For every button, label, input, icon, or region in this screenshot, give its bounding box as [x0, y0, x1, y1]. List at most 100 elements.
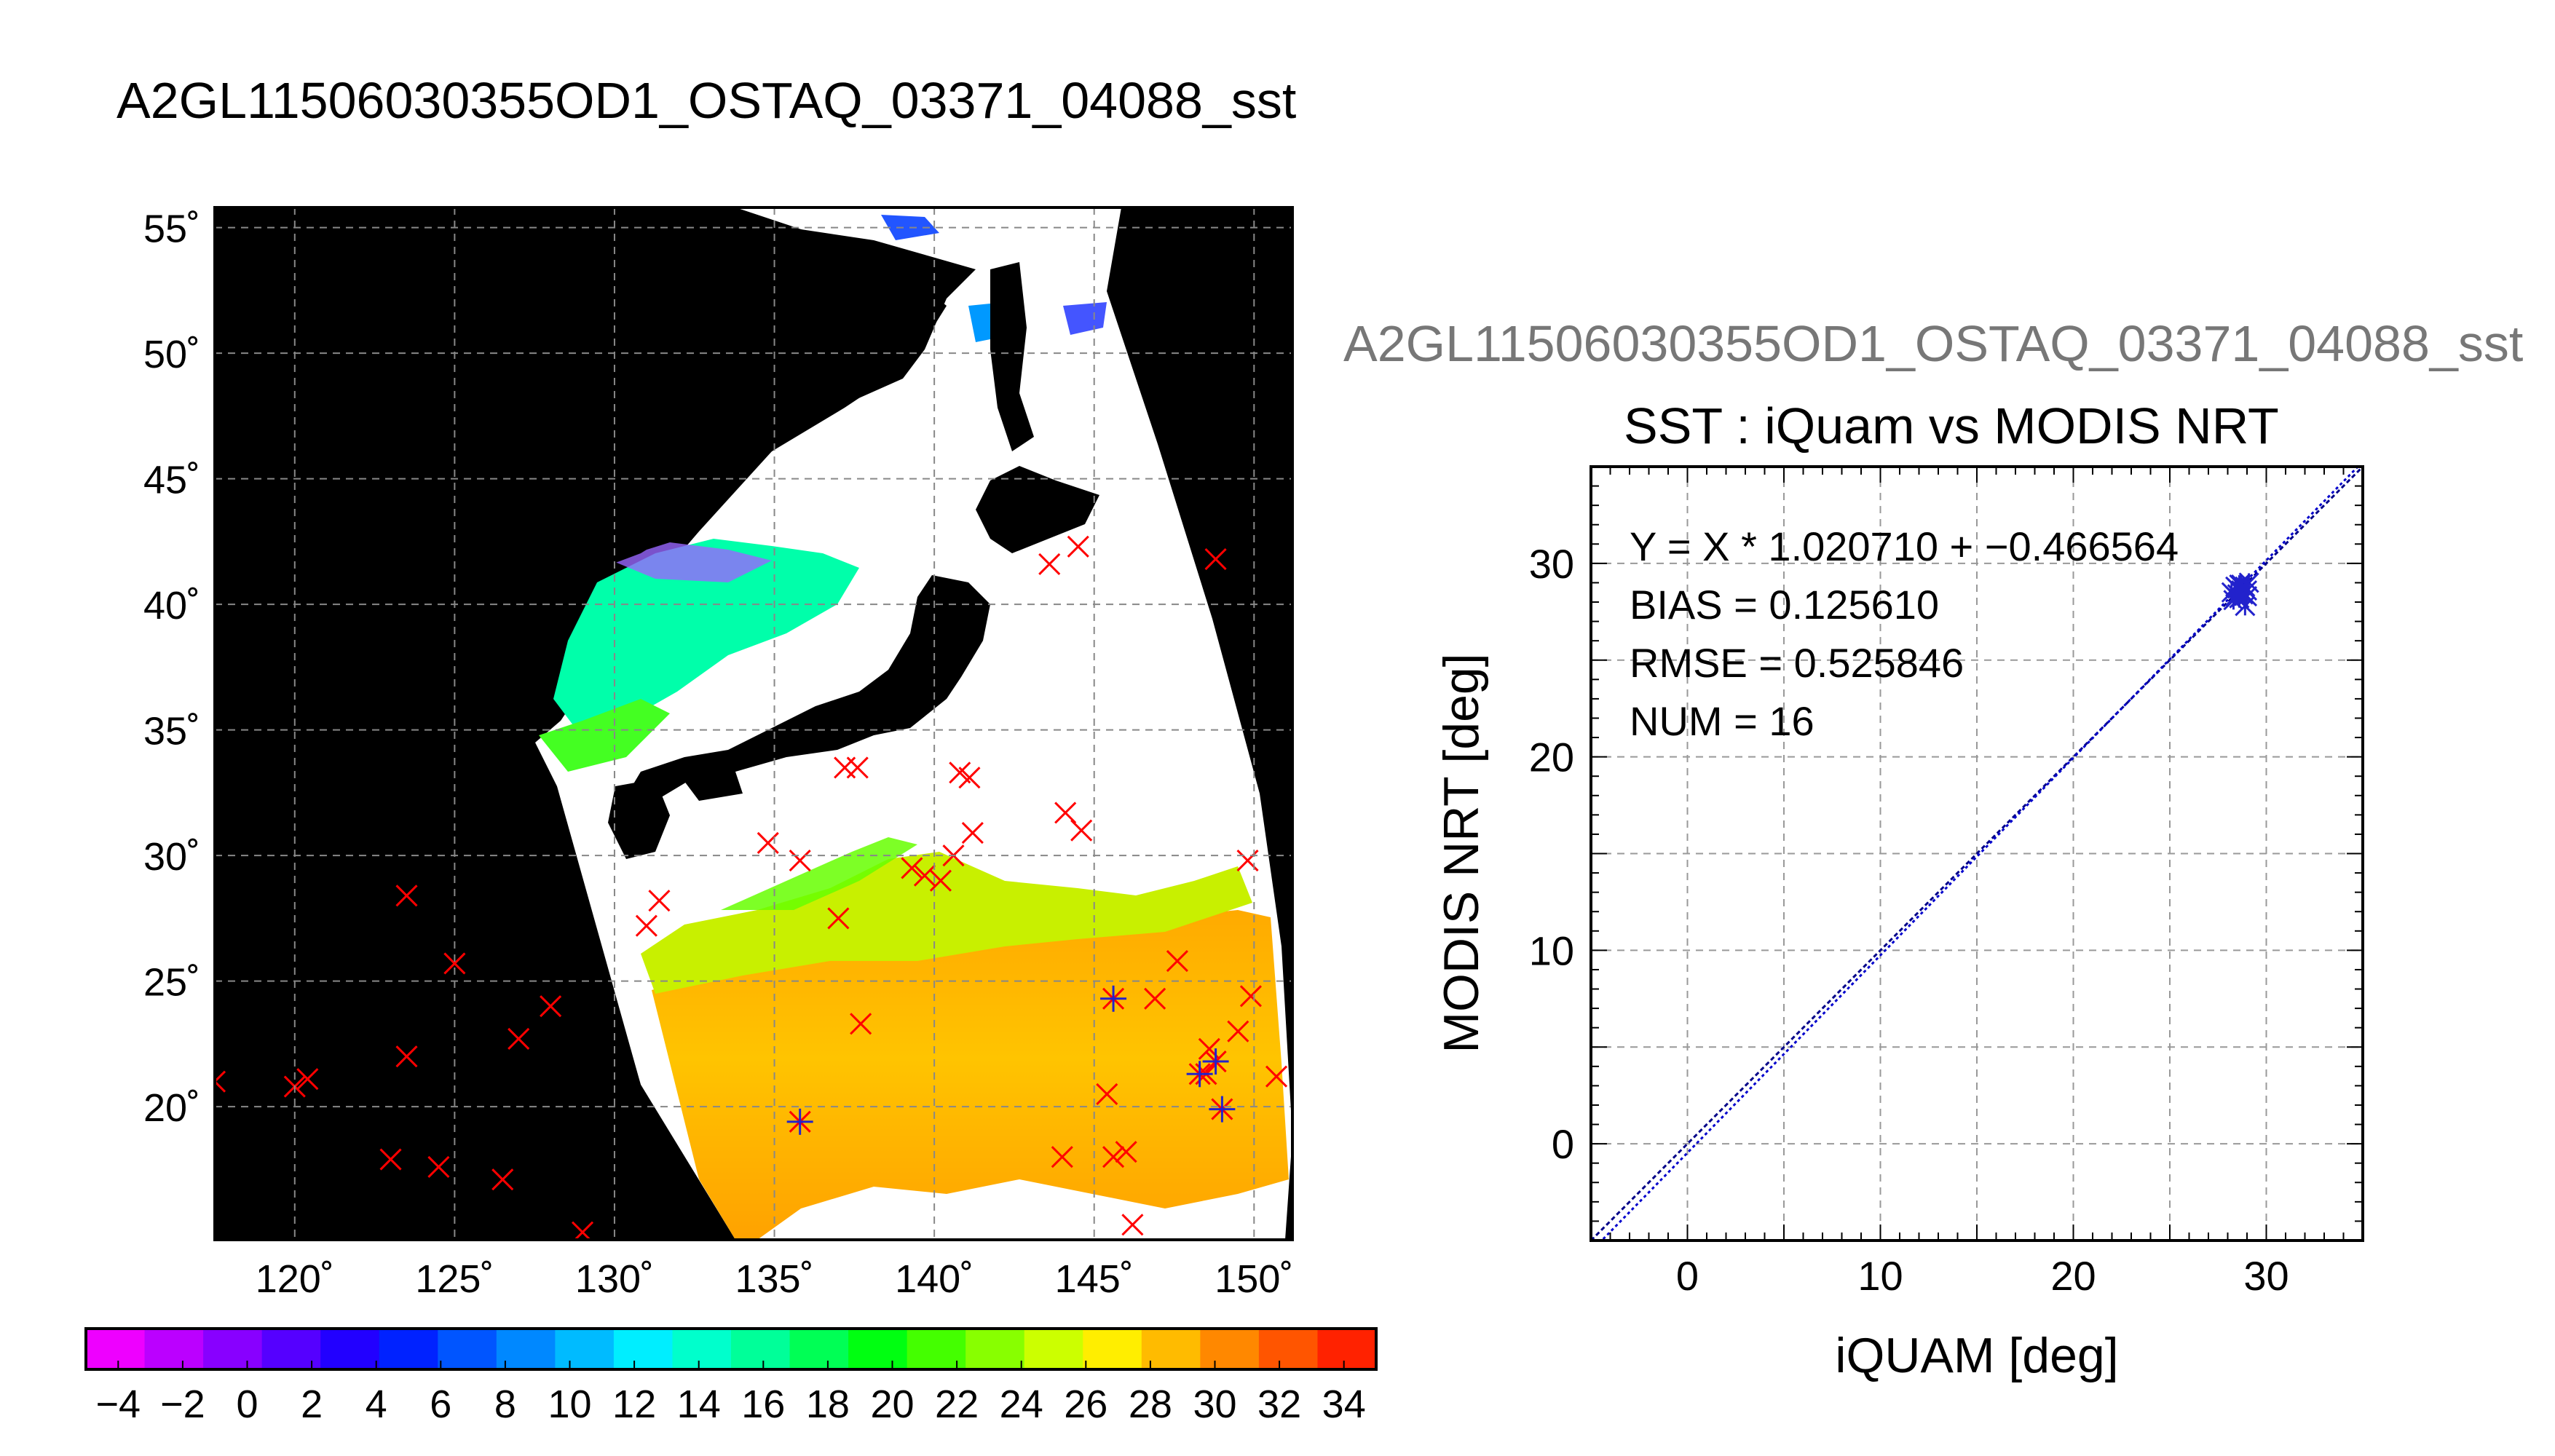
scatter-y-tick-label: 10 [1529, 927, 1574, 973]
sst-map: 120˚ 125˚ 130˚ 135˚ 140˚ 145˚ 150˚ 20˚ 25˚ 30˚ 35… [84, 206, 1378, 1426]
insitu-marker [648, 890, 671, 912]
map-x-tick-label: 145˚ [1055, 1257, 1134, 1301]
sst-seaofjapan-green [539, 699, 670, 772]
colorbar-swatch [144, 1329, 204, 1369]
colorbar-swatch [848, 1329, 908, 1369]
matchup-marker [1202, 1048, 1229, 1075]
colorbar-tick-label: 16 [741, 1382, 785, 1426]
colorbar-tick-label: −4 [96, 1382, 141, 1426]
insitu-marker [296, 1068, 319, 1091]
matchup-marker [1100, 985, 1127, 1012]
colorbar-swatch [731, 1329, 791, 1369]
insitu-marker [850, 1013, 872, 1035]
map-y-tick-label: 25˚ [143, 961, 200, 1005]
outside-swath [215, 743, 735, 1240]
insitu-marker [1265, 1065, 1288, 1088]
map-y-tick-label: 50˚ [143, 333, 200, 376]
scatter-x-tick-label: 10 [1857, 1253, 1903, 1299]
scatter-points [2221, 572, 2259, 617]
colorbar-swatch [320, 1329, 380, 1369]
scatter-x-ticks: 0 10 20 30 [1676, 1253, 2289, 1299]
land-kyushu [608, 779, 670, 859]
insitu-marker [1070, 819, 1093, 842]
scatter-x-tick-label: 0 [1676, 1253, 1699, 1299]
colorbar-tick-label: 0 [236, 1382, 258, 1426]
colorbar-tick-label: 22 [935, 1382, 979, 1426]
insitu-marker [929, 869, 952, 892]
colorbar-swatch [438, 1329, 497, 1369]
colorbar-tick-label: 20 [870, 1382, 914, 1426]
colorbar-swatch [1141, 1329, 1201, 1369]
scatter-y-tick-label: 20 [1529, 735, 1574, 780]
colorbar-tick-label: 10 [548, 1382, 591, 1426]
colorbar-swatch [613, 1329, 673, 1369]
scatter-y-tick-label: 30 [1529, 541, 1574, 587]
colorbar-tick-label: 12 [612, 1382, 656, 1426]
colorbar-tick-label: 26 [1064, 1382, 1107, 1426]
insitu-marker [508, 1027, 530, 1051]
colorbar-swatch [1083, 1329, 1142, 1369]
colorbar: −4 −2 0 2 4 6 8 10 12 14 16 18 20 22 24 26 28 30 32 34 [84, 1327, 1378, 1426]
sst-band-green [721, 837, 917, 910]
map-x-ticks: 120˚ 125˚ 130˚ 135˚ 140˚ 145˚ 150˚ [256, 1257, 1294, 1301]
colorbar-tick-label: 2 [301, 1382, 323, 1426]
colorbar-swatch [672, 1329, 732, 1369]
land-sakhalin [990, 262, 1034, 451]
sst-okhotsk3 [1063, 302, 1107, 335]
scatter-y-label: MODIS NRT [deg] [1434, 653, 1489, 1053]
insitu-marker [961, 822, 984, 844]
scatter-annotation-rmse: RMSE = 0.525846 [1630, 640, 1964, 686]
colorbar-swatch [1258, 1329, 1318, 1369]
insitu-marker [427, 1155, 450, 1179]
colorbar-swatch [555, 1329, 615, 1369]
map-x-tick-label: 130˚ [575, 1257, 654, 1301]
scatter-title: SST : iQuam vs MODIS NRT [1624, 397, 2279, 454]
insitu-marker [846, 756, 869, 779]
insitu-marker [913, 864, 936, 887]
map-y-tick-label: 40˚ [143, 584, 200, 628]
insitu-marker [901, 857, 923, 879]
insitu-marker [540, 995, 562, 1018]
insitu-marker [491, 1168, 514, 1191]
scatter-point [2225, 576, 2246, 597]
colorbar-tick-label: 34 [1322, 1382, 1366, 1426]
scatter-x-tick-label: 20 [2050, 1253, 2096, 1299]
insitu-marker [1051, 1146, 1073, 1168]
colorbar-tick-label: 24 [1000, 1382, 1043, 1426]
land-shikoku [677, 772, 743, 801]
matchup-marker [1209, 1096, 1236, 1123]
insitu-marker [443, 952, 466, 975]
matchup-marker [786, 1108, 813, 1135]
figure-title: A2GL11506030355OD1_OSTAQ_03371_04088_sst [117, 72, 1297, 129]
sst-seaofjapan [553, 539, 859, 728]
colorbar-tick-label: 30 [1193, 1382, 1236, 1426]
map-y-tick-label: 55˚ [143, 207, 200, 251]
colorbar-swatch [496, 1329, 556, 1369]
map-frame [213, 206, 1294, 1241]
sst-seaofjapan-cool [612, 542, 772, 582]
insitu-marker [1144, 987, 1166, 1010]
colorbar-tick-label: 18 [806, 1382, 850, 1426]
insitu-markers [215, 535, 1288, 1240]
map-y-tick-label: 30˚ [143, 835, 200, 879]
sst-band [641, 852, 1252, 994]
insitu-marker [215, 1070, 226, 1093]
map-x-tick-label: 125˚ [415, 1257, 494, 1301]
scatter-grid [1591, 467, 2363, 1241]
colorbar-swatch [86, 1329, 146, 1369]
scatter-plot: 0 10 20 30 0 10 20 30 Y = X * 1.020710 + −0.46… [1434, 465, 2364, 1383]
colorbar-frame [84, 1327, 1378, 1371]
scatter-y-ticks: 0 10 20 30 [1529, 541, 1574, 1167]
colorbar-tick-label: 14 [677, 1382, 721, 1426]
colorbar-swatch [203, 1329, 263, 1369]
insitu-marker [395, 885, 418, 907]
land-mainland [215, 207, 947, 743]
colorbar-swatch [1317, 1329, 1377, 1369]
swath [215, 207, 1292, 1240]
insitu-marker [789, 849, 811, 872]
insitu-marker [379, 1148, 402, 1171]
map-y-tick-label: 35˚ [143, 710, 200, 753]
matchup-marker [1186, 1061, 1213, 1088]
insitu-marker [395, 1045, 418, 1068]
map-y-tick-label: 20˚ [143, 1086, 200, 1130]
